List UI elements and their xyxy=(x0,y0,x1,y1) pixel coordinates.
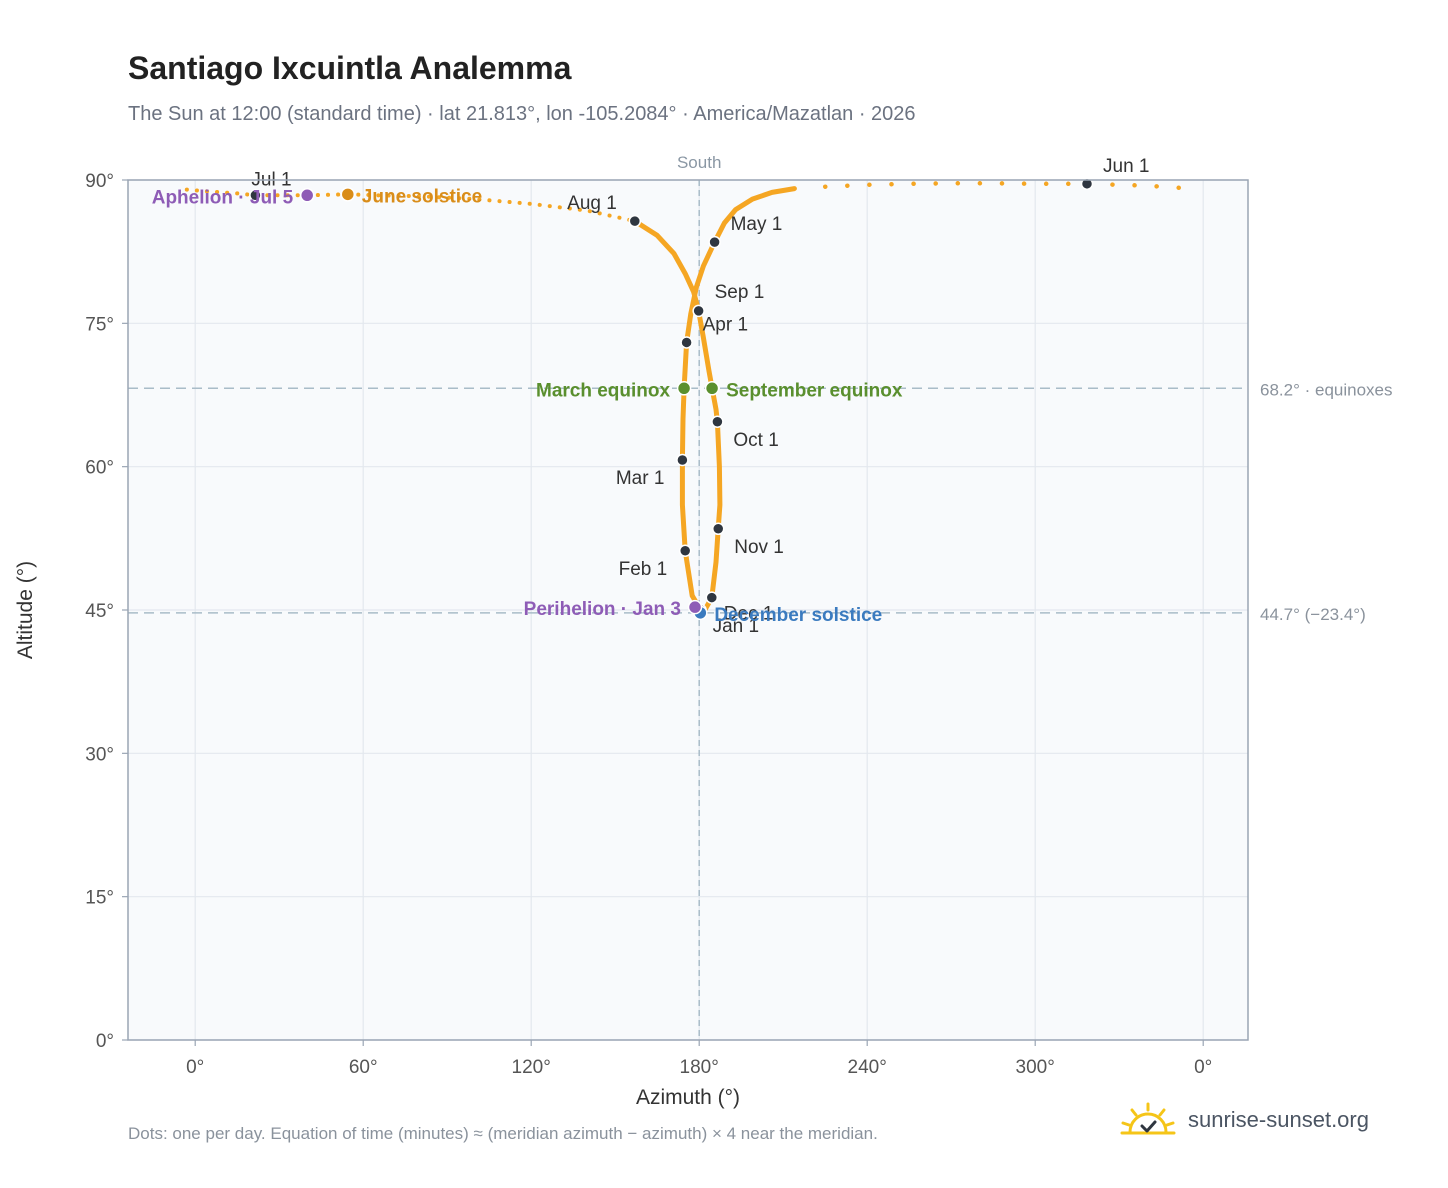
event-label: Aphelion · Jul 5 xyxy=(152,187,294,208)
brand[interactable]: sunrise-sunset.org xyxy=(1120,1102,1369,1138)
month-point xyxy=(1080,177,1094,191)
analemma-loop-ascending xyxy=(679,186,797,613)
event-label: December solstice xyxy=(714,605,882,626)
month-point xyxy=(705,591,719,604)
month-point xyxy=(711,522,725,536)
chart-subtitle: The Sun at 12:00 (standard time) · lat 2… xyxy=(128,103,916,125)
month-point xyxy=(249,189,262,202)
y-tick-label: 45° xyxy=(85,601,114,622)
y-tick-label: 60° xyxy=(85,458,114,479)
month-point xyxy=(676,453,689,467)
month-point-label: Jan 1 xyxy=(713,616,759,637)
event-label: March equinox xyxy=(536,380,671,401)
x-axis-label: Azimuth (°) xyxy=(636,1086,740,1109)
y-tick-label: 0° xyxy=(96,1031,114,1052)
month-point-label: Jun 1 xyxy=(1103,156,1149,177)
month-point-label: Oct 1 xyxy=(733,430,778,451)
month-point xyxy=(628,214,642,228)
x-tick-label: 0° xyxy=(1194,1057,1212,1078)
event-marker xyxy=(299,188,315,203)
month-point-label: Aug 1 xyxy=(567,193,617,214)
reference-line-label: 68.2° · equinoxes xyxy=(1260,380,1393,399)
x-tick-label: 120° xyxy=(512,1057,551,1078)
sun-logo-icon xyxy=(1120,1102,1176,1135)
month-point xyxy=(711,415,724,429)
event-marker xyxy=(676,381,692,396)
x-tick-label: 60° xyxy=(349,1057,378,1078)
month-point xyxy=(692,304,705,318)
y-tick-label: 15° xyxy=(85,888,114,909)
meridian-label: South xyxy=(677,153,721,172)
month-point xyxy=(678,544,692,558)
y-axis-label: Altitude (°) xyxy=(14,561,37,659)
event-label: Perihelion · Jan 3 xyxy=(524,599,681,620)
x-tick-label: 180° xyxy=(680,1057,719,1078)
reference-line-label: 44.7° (−23.4°) xyxy=(1260,605,1366,624)
month-point-label: Apr 1 xyxy=(703,314,748,335)
event-markers: March equinox September equinox June solst… xyxy=(152,186,903,626)
x-tick-label: 0° xyxy=(186,1057,204,1078)
y-tick-label: 90° xyxy=(85,171,114,192)
chart-title: Santiago Ixcuintla Analemma xyxy=(128,50,572,86)
month-point xyxy=(680,336,693,349)
event-marker xyxy=(704,381,720,396)
brand-name: sunrise-sunset.org xyxy=(1188,1107,1369,1132)
month-point-label: May 1 xyxy=(731,214,783,235)
y-tick-label: 30° xyxy=(85,744,114,765)
month-point xyxy=(708,235,721,249)
analemma-top-east xyxy=(822,181,1198,191)
event-marker xyxy=(340,187,356,202)
month-point-label: Sep 1 xyxy=(715,282,765,303)
axes: 0° 60° 120° 180° 240° 300° 0° 0° 15° 30° 45° 60° 75°… xyxy=(85,171,1212,1078)
y-tick-label: 75° xyxy=(85,314,114,335)
event-label: June solstice xyxy=(362,186,482,207)
month-point-label: Feb 1 xyxy=(619,559,668,580)
event-label: September equinox xyxy=(726,380,903,401)
x-tick-label: 300° xyxy=(1016,1057,1055,1078)
event-marker xyxy=(687,599,703,615)
month-point-label: Mar 1 xyxy=(616,468,665,489)
analemma-loop-descending xyxy=(632,218,723,613)
month-point-label: Dec 1 xyxy=(724,604,774,625)
x-tick-label: 240° xyxy=(848,1057,887,1078)
footnote: Dots: one per day. Equation of time (min… xyxy=(128,1124,878,1143)
month-point-label: Nov 1 xyxy=(734,537,784,558)
